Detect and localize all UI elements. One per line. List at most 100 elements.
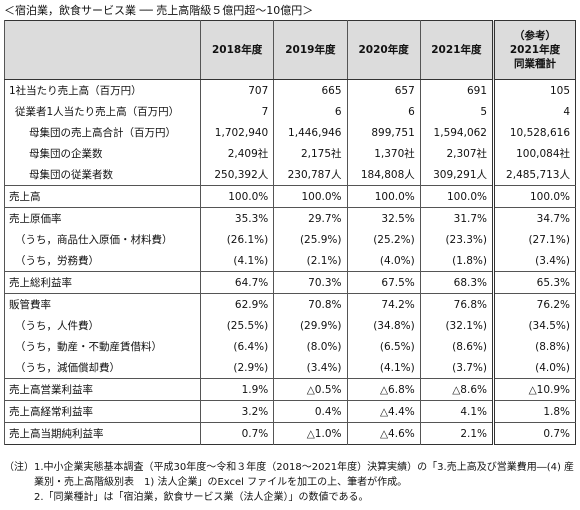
cell: △4.6%	[346, 422, 421, 445]
header-cell: 2018年度	[199, 20, 274, 80]
cell: 64.7%	[199, 271, 274, 294]
table-row: 従業者1人当たり売上高（百万円） 7 6 6 5 4	[4, 101, 576, 122]
cell: (4.1%)	[199, 250, 274, 272]
cell: 1,370社	[346, 143, 421, 164]
cell: △1.0%	[273, 422, 347, 445]
cell: 32.5%	[346, 207, 421, 229]
cell: 34.7%	[492, 207, 576, 229]
notes-items: 1.中小企業実態基本調査（平成30年度～令和３年度（2018～2021年度）決算…	[34, 460, 576, 505]
cell: 665	[273, 79, 347, 101]
cell: (26.1%)	[199, 229, 274, 250]
cell: △4.4%	[346, 400, 421, 423]
row-label: 売上高経常利益率	[4, 400, 201, 423]
table-row: 売上高 100.0% 100.0% 100.0% 100.0% 100.0%	[4, 185, 576, 208]
cell: (34.8%)	[346, 315, 421, 336]
cell: 65.3%	[492, 271, 576, 294]
cell: △6.8%	[346, 378, 421, 401]
cell: (6.4%)	[199, 336, 274, 357]
cell: 6	[273, 101, 347, 122]
cell: (8.0%)	[273, 336, 347, 357]
table-row: 1社当たり売上高（百万円） 707 665 657 691 105	[4, 79, 576, 101]
cell: 70.8%	[273, 293, 347, 315]
cell: 100.0%	[346, 185, 421, 208]
table-row: 母集団の売上高合計（百万円） 1,702,940 1,446,946 899,751 1…	[4, 122, 576, 143]
cell: 6	[346, 101, 421, 122]
table-row: 母集団の企業数 2,409社 2,175社 1,370社 2,307社 100,084社	[4, 143, 576, 164]
cell: (23.3%)	[419, 229, 494, 250]
cell: 100.0%	[199, 185, 274, 208]
cell: 29.7%	[273, 207, 347, 229]
cell: 5	[419, 101, 494, 122]
cell: 657	[346, 79, 421, 101]
note-item: 2.「同業種計」は「宿泊業，飲食サービス業（法人企業）」の数値である。	[34, 492, 369, 503]
header-cell: 2021年度	[419, 20, 494, 80]
cell: 76.2%	[492, 293, 576, 315]
cell: △0.5%	[273, 378, 347, 401]
cell: (34.5%)	[492, 315, 576, 336]
cell: (25.2%)	[346, 229, 421, 250]
cell: 100.0%	[492, 185, 576, 208]
cell: (6.5%)	[346, 336, 421, 357]
row-label: （うち，労務費）	[4, 250, 201, 272]
cell: 4.1%	[419, 400, 494, 423]
cell: 76.8%	[419, 293, 494, 315]
row-label: 母集団の企業数	[4, 143, 201, 164]
header-line: 同業種計	[514, 58, 556, 70]
table-row: （うち，人件費） (25.5%) (29.9%) (34.8%) (32.1%) (34.…	[4, 315, 576, 336]
cell: △10.9%	[492, 378, 576, 401]
table-row: （うち，労務費） (4.1%) (2.1%) (4.0%) (1.8%) (3.4%)	[4, 250, 576, 272]
cell: (25.9%)	[273, 229, 347, 250]
cell: 74.2%	[346, 293, 421, 315]
cell: (4.0%)	[346, 250, 421, 272]
table-row: 売上総利益率 64.7% 70.3% 67.5% 68.3% 65.3%	[4, 271, 576, 294]
cell: (3.7%)	[419, 357, 494, 379]
row-label: 1社当たり売上高（百万円）	[4, 79, 201, 101]
cell: 899,751	[346, 122, 421, 143]
row-label: 売上原価率	[4, 207, 201, 229]
cell: (8.6%)	[419, 336, 494, 357]
cell: 0.4%	[273, 400, 347, 423]
cell: 250,392人	[199, 164, 274, 186]
cell: 2,307社	[419, 143, 494, 164]
table-row: （うち，減価償却費） (2.9%) (3.4%) (4.1%) (3.7%) (4.0%)	[4, 357, 576, 379]
row-label: 売上高当期純利益率	[4, 422, 201, 445]
cell: (32.1%)	[419, 315, 494, 336]
cell: (4.0%)	[492, 357, 576, 379]
cell: 31.7%	[419, 207, 494, 229]
table-row: 販管費率 62.9% 70.8% 74.2% 76.8% 76.2%	[4, 293, 576, 315]
row-label: （うち，商品仕入原価・材料費）	[4, 229, 201, 250]
cell: 105	[492, 79, 576, 101]
cell: (25.5%)	[199, 315, 274, 336]
cell: 0.7%	[492, 422, 576, 445]
cell: 1,702,940	[199, 122, 274, 143]
cell: 230,787人	[273, 164, 347, 186]
cell: 35.3%	[199, 207, 274, 229]
cell: (2.9%)	[199, 357, 274, 379]
cell: 2,175社	[273, 143, 347, 164]
row-label: 母集団の売上高合計（百万円）	[4, 122, 201, 143]
cell: 68.3%	[419, 271, 494, 294]
row-label: （うち，人件費）	[4, 315, 201, 336]
cell: (8.8%)	[492, 336, 576, 357]
cell: 691	[419, 79, 494, 101]
table-row: （うち，動産・不動産賃借料） (6.4%) (8.0%) (6.5%) (8.6%) (8…	[4, 336, 576, 357]
cell: 2.1%	[419, 422, 494, 445]
cell: (27.1%)	[492, 229, 576, 250]
cell: 184,808人	[346, 164, 421, 186]
header-cell: （参考） 2021年度 同業種計	[492, 20, 576, 80]
row-label: （うち，減価償却費）	[4, 357, 201, 379]
cell: 7	[199, 101, 274, 122]
cell: 1,594,062	[419, 122, 494, 143]
cell: (4.1%)	[346, 357, 421, 379]
notes: （注） 1.中小企業実態基本調査（平成30年度～令和３年度（2018～2021年…	[4, 460, 576, 505]
cell: 70.3%	[273, 271, 347, 294]
cell: (3.4%)	[273, 357, 347, 379]
cell: 62.9%	[199, 293, 274, 315]
cell: 1.8%	[492, 400, 576, 423]
cell: 100.0%	[419, 185, 494, 208]
cell: 100,084社	[492, 143, 576, 164]
note-item: 1.中小企業実態基本調査（平成30年度～令和３年度（2018～2021年度）決算…	[34, 462, 575, 488]
header-cell	[4, 20, 201, 80]
header-line: （参考）	[514, 30, 556, 42]
